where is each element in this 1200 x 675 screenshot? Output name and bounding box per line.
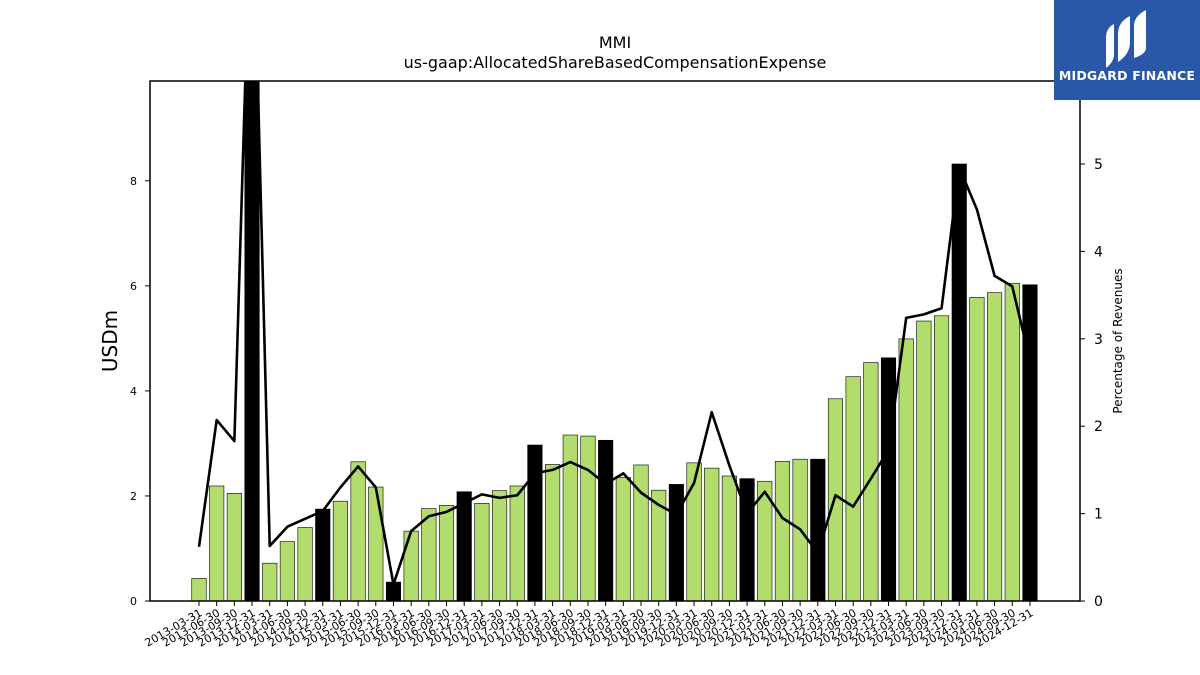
bar	[297, 527, 313, 601]
chart-subtitle: us-gaap:AllocatedShareBasedCompensationE…	[404, 53, 827, 72]
bar	[651, 489, 667, 601]
y2-tick-label: 4	[1094, 244, 1103, 260]
bar	[262, 562, 278, 601]
bar	[474, 502, 490, 601]
y-axis-left: 0 2 4 6 8	[130, 175, 150, 608]
y2-tick-label: 3	[1094, 332, 1103, 348]
bar	[456, 491, 472, 601]
plot-frame	[149, 80, 1081, 602]
bar	[598, 439, 614, 601]
bar	[545, 464, 561, 601]
y-tick-label: 6	[130, 280, 137, 293]
y-tick-label: 4	[130, 385, 137, 398]
midgard-logo-icon	[1106, 10, 1146, 68]
y-tick-label: 2	[130, 490, 137, 503]
bar	[191, 578, 207, 601]
bar	[226, 493, 242, 601]
bar	[880, 357, 897, 601]
y2-tick-label: 2	[1094, 419, 1103, 435]
bar	[898, 338, 914, 601]
y-axis-right: 0 1 2 3 4 5	[1080, 157, 1103, 610]
y2-axis-label: Percentage of Revenues	[1111, 268, 1125, 413]
bar	[1022, 284, 1038, 601]
bar	[315, 508, 331, 601]
bar	[279, 541, 295, 601]
bar	[350, 461, 366, 601]
line-series	[197, 81, 1032, 586]
bar	[615, 477, 631, 601]
y2-tick-label: 5	[1094, 157, 1103, 173]
bar	[951, 163, 967, 601]
bar	[509, 485, 525, 601]
bar-series	[191, 81, 1038, 601]
bar	[916, 320, 932, 601]
midgard-finance-logo: MIDGARD FINANCE	[1054, 0, 1200, 100]
bar	[863, 362, 879, 601]
bar	[987, 292, 1003, 601]
bar	[704, 467, 720, 601]
bar	[421, 508, 437, 601]
y2-tick-label: 1	[1094, 507, 1103, 523]
y-tick-label: 8	[130, 175, 137, 188]
pct-revenues-line	[197, 81, 1032, 586]
logo-text: MIDGARD FINANCE	[1058, 68, 1196, 83]
bar	[562, 434, 578, 601]
bar	[1004, 282, 1020, 601]
bar	[527, 444, 543, 601]
bar	[580, 435, 596, 601]
bar	[368, 486, 384, 601]
bar	[721, 475, 737, 601]
bar	[774, 460, 790, 601]
chart-title: MMI	[599, 33, 631, 52]
bar	[934, 315, 950, 601]
y-axis-label: USDm	[98, 310, 122, 372]
bar	[438, 505, 455, 601]
y-tick-label: 0	[130, 595, 137, 608]
bar	[209, 485, 225, 601]
bar	[492, 490, 508, 601]
bar	[668, 484, 684, 601]
x-axis: 2013-03-312013-06-302013-09-302013-12-31…	[143, 601, 1035, 650]
y2-tick-label: 0	[1094, 594, 1103, 610]
bar	[332, 500, 348, 601]
bar	[403, 530, 419, 601]
bar	[845, 376, 861, 601]
bar	[969, 297, 985, 601]
bar	[810, 458, 826, 601]
bar	[244, 81, 260, 601]
